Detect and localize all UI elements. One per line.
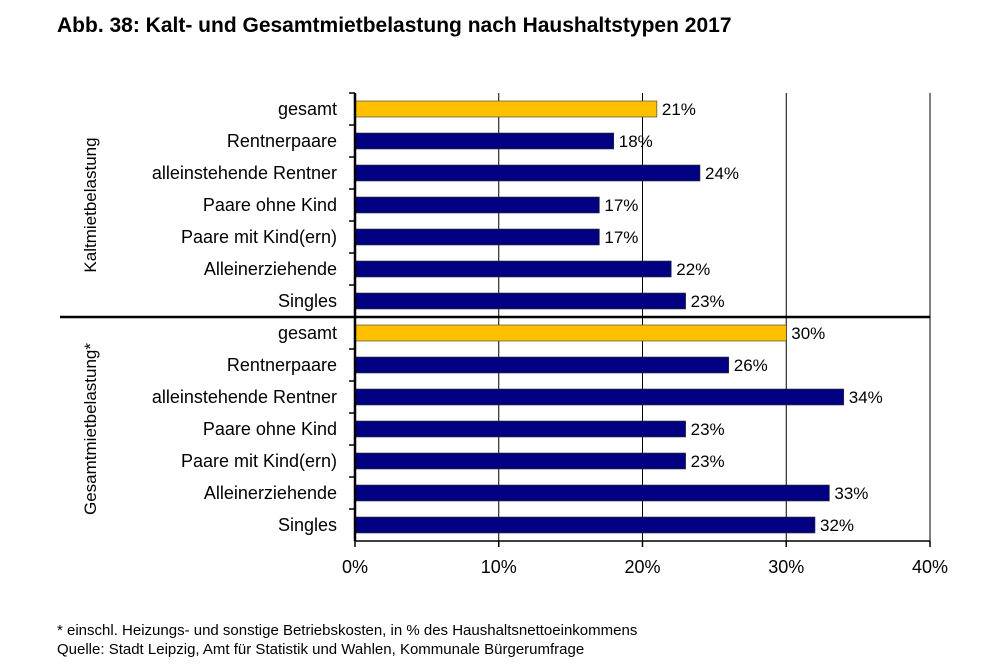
bar	[354, 452, 686, 470]
data-label: 26%	[734, 356, 768, 375]
bar	[354, 228, 600, 246]
x-tick-label: 30%	[768, 557, 804, 577]
bar	[354, 324, 787, 342]
data-label: 23%	[691, 452, 725, 471]
bar	[354, 356, 730, 374]
category-label: Singles	[278, 291, 337, 311]
bar	[354, 132, 615, 150]
category-label: Paare ohne Kind	[203, 419, 337, 439]
category-label: Paare mit Kind(ern)	[181, 451, 337, 471]
category-label: Alleinerziehende	[204, 259, 337, 279]
bar	[354, 260, 672, 278]
data-label: 22%	[676, 260, 710, 279]
bar	[354, 164, 701, 182]
group-label: Kaltmietbelastung	[81, 137, 100, 272]
chart-title: Abb. 38: Kalt- und Gesamtmietbelastung n…	[57, 14, 732, 37]
footnote: * einschl. Heizungs- und sonstige Betrie…	[57, 622, 638, 639]
x-tick-label: 40%	[912, 557, 948, 577]
data-label: 23%	[691, 420, 725, 439]
data-label: 32%	[820, 516, 854, 535]
data-label: 23%	[691, 292, 725, 311]
category-label: gesamt	[278, 323, 337, 343]
category-label: Rentnerpaare	[227, 131, 337, 151]
bar	[354, 516, 816, 534]
source-note: Quelle: Stadt Leipzig, Amt für Statistik…	[57, 641, 585, 658]
data-label: 33%	[834, 484, 868, 503]
data-label: 34%	[849, 388, 883, 407]
data-label: 18%	[619, 132, 653, 151]
data-label: 24%	[705, 164, 739, 183]
data-label: 30%	[791, 324, 825, 343]
group-label: Gesamtmietbelastung*	[81, 343, 100, 515]
bar	[354, 292, 686, 310]
category-label: alleinstehende Rentner	[152, 163, 337, 183]
category-label: Singles	[278, 515, 337, 535]
data-label: 17%	[604, 196, 638, 215]
bar	[354, 388, 845, 406]
bar	[354, 420, 686, 438]
category-label: gesamt	[278, 99, 337, 119]
category-label: Paare ohne Kind	[203, 195, 337, 215]
x-tick-label: 20%	[624, 557, 660, 577]
data-label: 21%	[662, 100, 696, 119]
data-label: 17%	[604, 228, 638, 247]
bar	[354, 100, 658, 118]
bar	[354, 196, 600, 214]
category-label: Alleinerziehende	[204, 483, 337, 503]
bar	[354, 484, 830, 502]
category-label: Paare mit Kind(ern)	[181, 227, 337, 247]
category-label: Rentnerpaare	[227, 355, 337, 375]
x-tick-label: 0%	[342, 557, 368, 577]
x-tick-label: 10%	[481, 557, 517, 577]
category-label: alleinstehende Rentner	[152, 387, 337, 407]
